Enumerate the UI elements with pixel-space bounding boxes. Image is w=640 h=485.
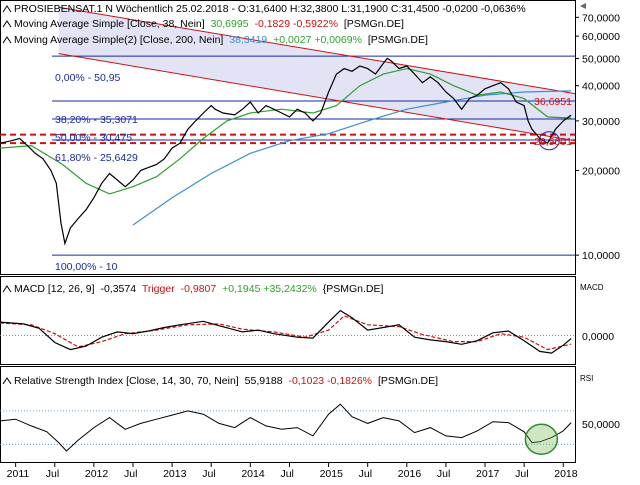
x-tick-label: 2013	[163, 468, 187, 480]
macd-zero-tick: 0,0000	[582, 331, 614, 343]
chevron-icon[interactable]	[2, 377, 12, 385]
x-tick-label: 2018	[554, 468, 578, 480]
channel-fill	[58, 7, 575, 141]
rsi-axis-title: RSI	[580, 374, 593, 383]
low-marker-circle	[538, 131, 560, 151]
chevron-icon[interactable]	[2, 36, 12, 44]
x-tick-label: Jul	[359, 468, 372, 480]
y-tick-label: 50,0000	[582, 53, 620, 65]
trendline-lower	[58, 53, 576, 142]
fib-label-50: 50,00% - 30,475	[55, 132, 132, 144]
trendline-upper	[58, 6, 576, 95]
rsi-line	[0, 403, 572, 452]
chevron-icon[interactable]	[2, 5, 12, 13]
x-tick-label: 2011	[7, 468, 30, 480]
macd-header: MACD [12, 26, 9] -0,3574 Trigger -0,9807…	[14, 283, 383, 295]
price-layer	[0, 6, 576, 256]
y-tick-label: 20,0000	[582, 165, 620, 177]
rsi-panel[interactable]	[0, 366, 576, 463]
fib-label-100: 100,00% - 10	[55, 261, 118, 273]
scroll-arrow-icon[interactable]	[580, 3, 586, 9]
x-tick-label: 2014	[241, 468, 265, 480]
ma200-label: Moving Average Simple(2) [Close, 200, Ne…	[14, 34, 428, 46]
x-tick-label: Jul	[46, 468, 59, 480]
macd-line	[0, 309, 572, 354]
x-tick-label: Jul	[124, 468, 137, 480]
x-tick-label: Jul	[202, 468, 215, 480]
chevron-icon[interactable]	[2, 20, 12, 28]
x-tick-label: Jul	[515, 468, 528, 480]
y-tick-label: 40,0000	[582, 81, 620, 93]
rsi-header: Relative Strength Index [Close, 14, 30, …	[14, 375, 438, 387]
fib-label-382: 38,20% - 35,3071	[55, 114, 138, 126]
macd-layer	[0, 309, 575, 354]
x-tick-label: 2017	[476, 468, 500, 480]
x-tick-label: 2016	[398, 468, 422, 480]
ma38-line	[0, 67, 572, 195]
macd-panel[interactable]	[0, 276, 576, 365]
x-tick-label: Jul	[280, 468, 293, 480]
ma38-label: Moving Average Simple [Close, 38, Nein] …	[14, 18, 404, 30]
rsi-mid-tick: 50,0000	[582, 419, 620, 431]
x-tick-label: 2012	[85, 468, 109, 480]
price-marker-upper: 36,6951	[534, 96, 572, 108]
y-tick-label: 10,0000	[582, 250, 620, 262]
macd-axis-title: MACD	[580, 283, 604, 292]
x-tick-label: 2015	[320, 468, 344, 480]
rsi-highlight-ellipse	[524, 423, 559, 456]
price-line	[0, 57, 572, 246]
ma200-line	[132, 90, 572, 226]
y-tick-label: 60,0000	[582, 31, 620, 43]
fib-label-0: 0,00% - 50,95	[55, 72, 121, 84]
x-tick-label: Jul	[437, 468, 450, 480]
price-marker-lower: 26,5601	[534, 136, 572, 148]
fib-label-618: 61,80% - 25,6429	[55, 152, 138, 164]
main-header: PROSIEBENSAT.1 N Wöchentlich 25.02.2018 …	[14, 3, 526, 15]
rsi-layer	[0, 403, 575, 456]
y-tick-label: 30,0000	[582, 116, 620, 128]
chevron-icon[interactable]	[2, 285, 12, 293]
axis-layer: 70,0000 60,0000 50,0000 40,0000 30,0000 20,00…	[7, 12, 620, 480]
y-tick-label: 70,0000	[582, 12, 620, 24]
